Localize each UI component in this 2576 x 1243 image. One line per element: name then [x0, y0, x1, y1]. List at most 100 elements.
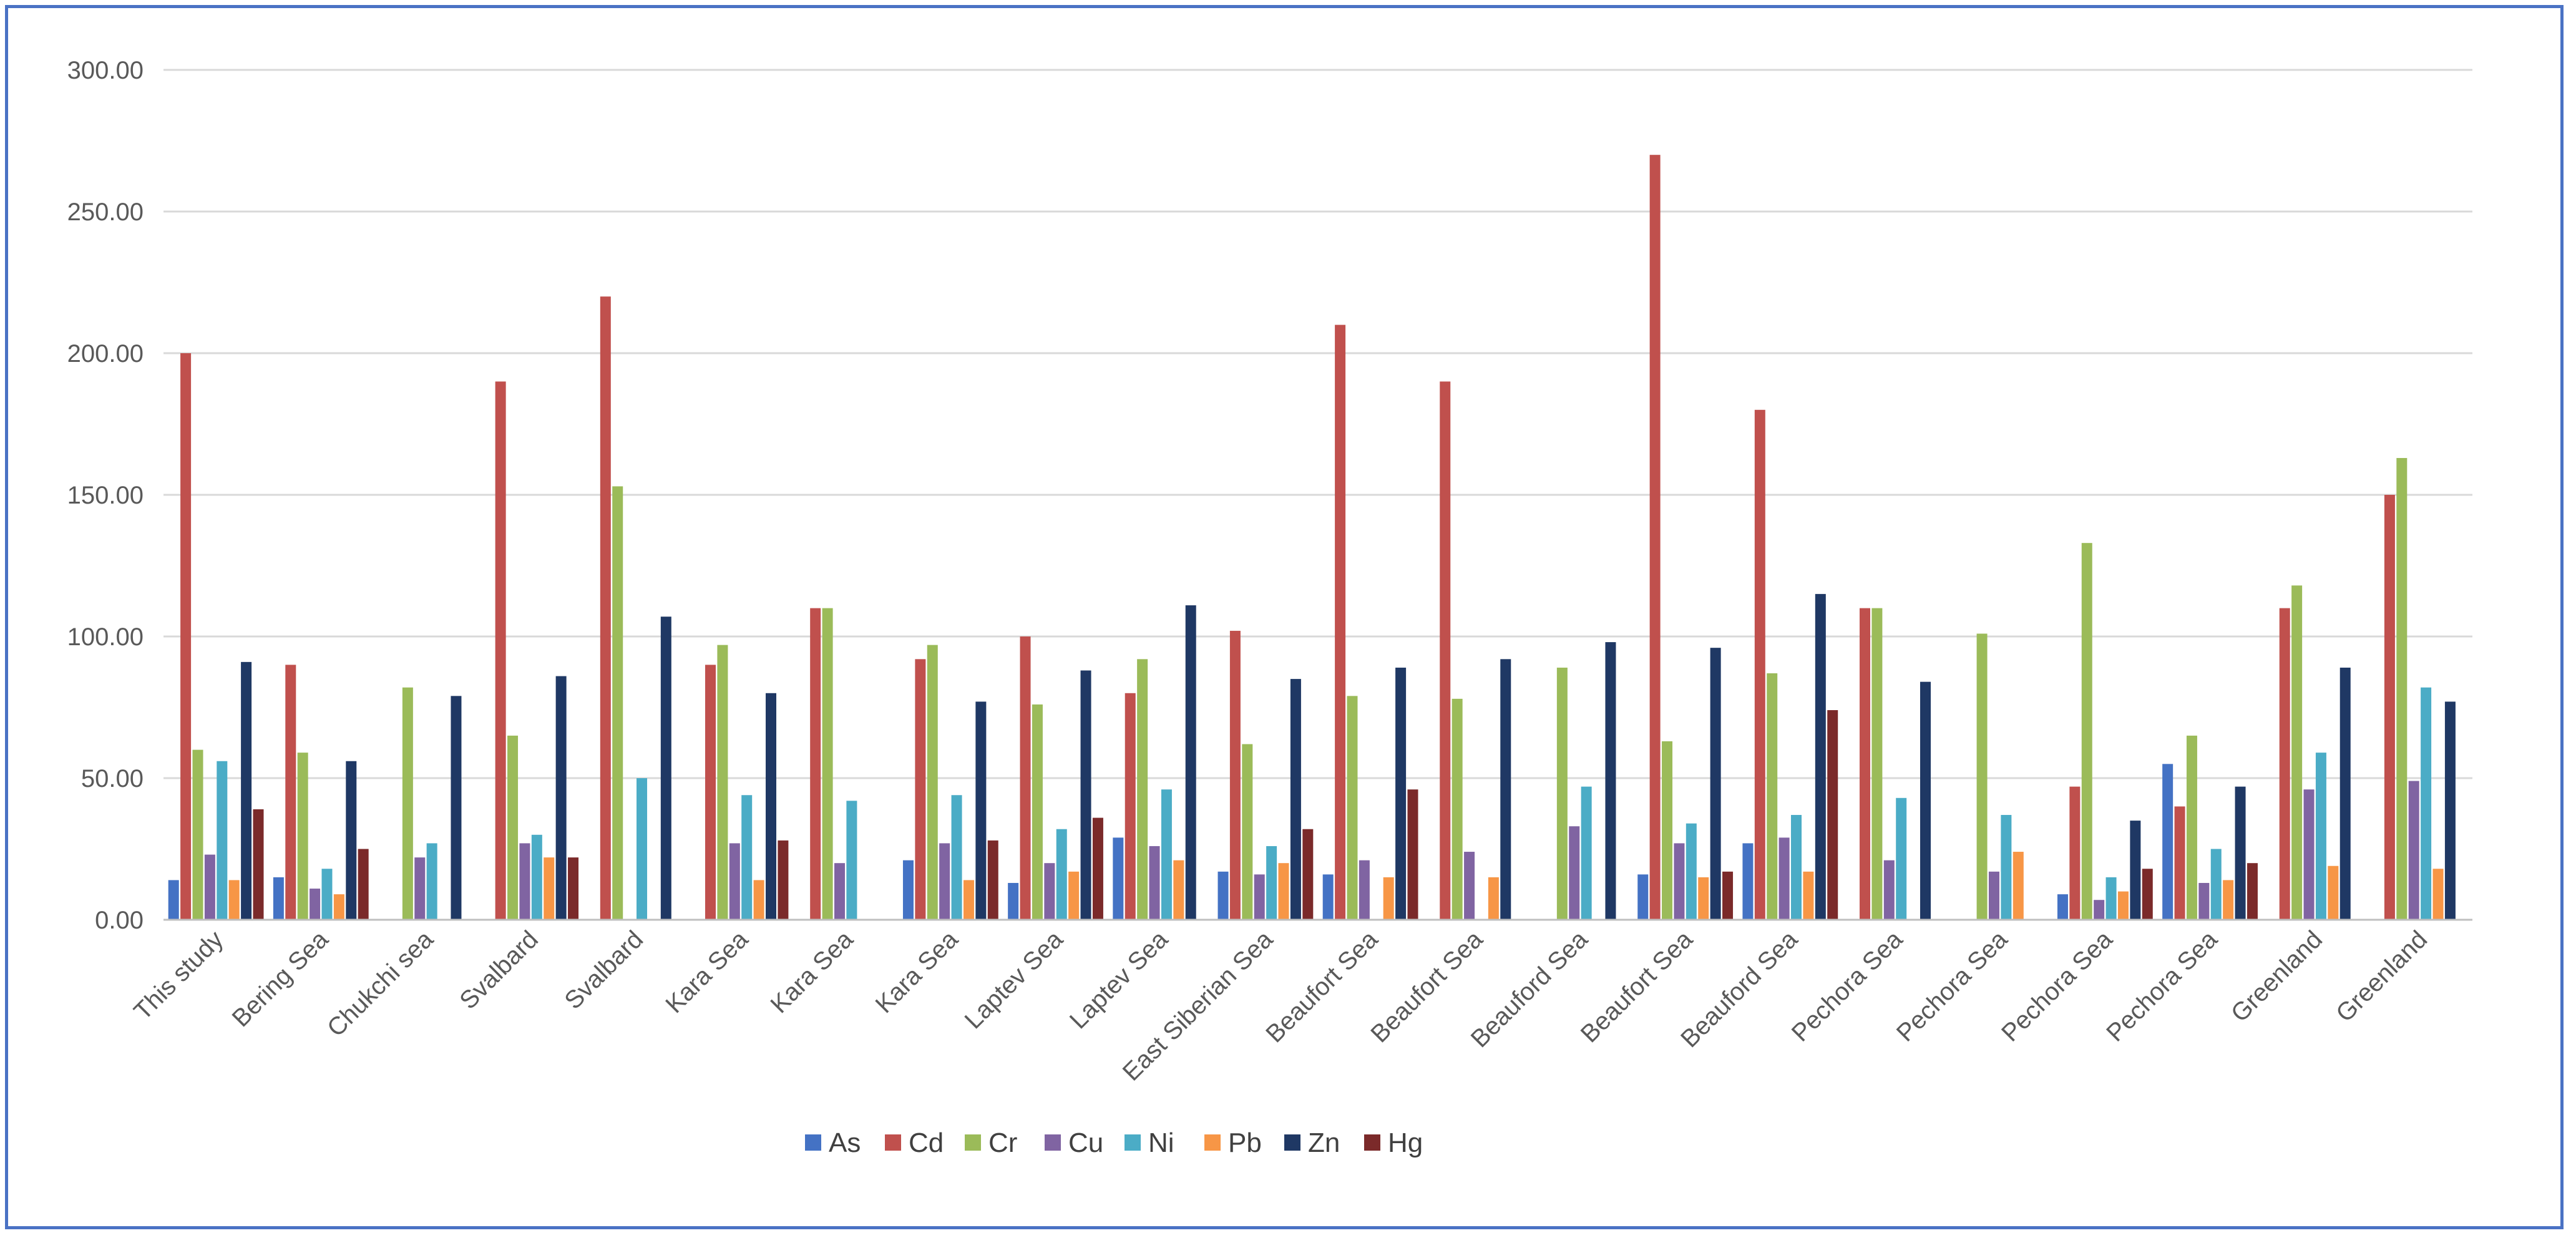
bar-cr — [822, 608, 833, 920]
bar-pb — [1488, 877, 1499, 920]
x-tick-label: Svalbard — [559, 925, 648, 1015]
x-tick-label: Greenland — [2226, 925, 2328, 1027]
bar-pb — [2328, 865, 2339, 920]
bar-ni — [2210, 849, 2222, 920]
bar-cu — [1988, 871, 1999, 920]
bar-cu — [1778, 837, 1790, 920]
bar-pb — [1698, 877, 1709, 920]
x-tick-label: Pechora Sea — [1787, 925, 1908, 1047]
bar-as — [168, 880, 179, 920]
y-axis-ticks: 0.00 50.00 100.00 150.00 200.00 250.00 300.00 — [67, 57, 144, 934]
bar-ni — [2105, 877, 2117, 920]
bar-cr — [612, 486, 623, 920]
bar-pb — [1383, 877, 1394, 920]
bar-cr — [1767, 673, 1778, 920]
bar-as — [902, 860, 914, 920]
legend-swatch-pb — [1204, 1134, 1221, 1151]
bar-zn — [975, 701, 987, 920]
bar-cr — [2291, 585, 2303, 920]
y-tick-label: 150.00 — [67, 482, 144, 509]
bar-ni — [1161, 789, 1172, 920]
bar-cr — [2396, 457, 2408, 920]
bar-cd — [495, 381, 506, 920]
bar-as — [1742, 843, 1754, 920]
x-tick-label: Bering Sea — [227, 925, 334, 1033]
bar-as — [2057, 894, 2068, 920]
bar-zn — [241, 661, 252, 920]
bar-zn — [1185, 605, 1196, 920]
bar-cu — [1044, 863, 1055, 920]
legend-label-zn: Zn — [1308, 1128, 1340, 1158]
bar-cd — [180, 353, 192, 920]
x-tick-label: Pechora Sea — [1891, 925, 2013, 1047]
bar-ni — [2315, 753, 2326, 920]
bar-pb — [2223, 880, 2234, 920]
bar-as — [1637, 874, 1649, 920]
bar-cr — [927, 645, 938, 920]
bar-cu — [729, 843, 740, 920]
bar-cu — [2408, 781, 2419, 920]
bar-cu — [310, 889, 321, 920]
bar-ni — [1791, 815, 1802, 920]
bar-cu — [204, 854, 215, 920]
bar-zn — [1080, 670, 1091, 920]
bar-cr — [1242, 744, 1253, 920]
bar-cd — [1754, 409, 1765, 920]
x-tick-label: Laptev Sea — [1065, 925, 1174, 1035]
bar-zn — [451, 696, 462, 920]
legend-swatch-zn — [1284, 1134, 1300, 1151]
bars — [168, 155, 2456, 920]
bar-cd — [705, 665, 716, 920]
bar-pb — [963, 880, 974, 920]
bar-cr — [1451, 698, 1463, 920]
bar-cr — [1976, 633, 1988, 920]
bar-cu — [1464, 852, 1475, 920]
bar-hg — [2247, 863, 2258, 920]
bar-pb — [2117, 891, 2129, 920]
bar-cr — [1032, 704, 1043, 920]
x-tick-label: Kara Sea — [871, 925, 964, 1019]
bar-pb — [1278, 863, 1289, 920]
bar-cd — [1335, 324, 1346, 920]
bar-cr — [717, 645, 728, 920]
bar-cu — [1254, 874, 1265, 920]
bar-cu — [1674, 843, 1685, 920]
bar-zn — [1605, 642, 1616, 920]
bar-cd — [1860, 608, 1870, 920]
bar-ni — [741, 795, 753, 920]
bar-pb — [2432, 869, 2444, 920]
bar-cr — [2081, 543, 2092, 920]
bar-zn — [660, 617, 671, 920]
bar-cu — [519, 843, 530, 920]
bar-cr — [2186, 735, 2197, 920]
bar-ni — [1056, 829, 1067, 920]
bar-ni — [2421, 687, 2432, 920]
bar-ni — [951, 795, 962, 920]
legend-swatch-hg — [1364, 1134, 1380, 1151]
bar-ni — [2001, 815, 2012, 920]
legend-swatch-cu — [1045, 1134, 1061, 1151]
legend-swatch-ni — [1125, 1134, 1141, 1151]
legend-swatch-as — [805, 1134, 821, 1151]
bar-as — [1322, 874, 1334, 920]
bar-ni — [1686, 823, 1697, 920]
bar-zn — [346, 761, 357, 920]
bar-cu — [1359, 860, 1370, 920]
bar-cr — [402, 687, 413, 920]
bar-cd — [1440, 381, 1451, 920]
bar-ni — [1896, 797, 1907, 920]
bar-hg — [1827, 710, 1838, 920]
bar-hg — [1092, 817, 1103, 920]
bar-zn — [1395, 667, 1407, 920]
bar-ni — [426, 843, 437, 920]
bar-cr — [1137, 659, 1148, 920]
bar-as — [2162, 764, 2174, 920]
bar-pb — [1068, 871, 1080, 920]
x-tick-label: Kara Sea — [660, 925, 754, 1019]
bar-cu — [1569, 826, 1580, 920]
x-tick-label: Pechora Sea — [2101, 925, 2223, 1047]
bar-pb — [1803, 871, 1814, 920]
bar-ni — [637, 778, 648, 920]
bar-hg — [1302, 829, 1314, 920]
